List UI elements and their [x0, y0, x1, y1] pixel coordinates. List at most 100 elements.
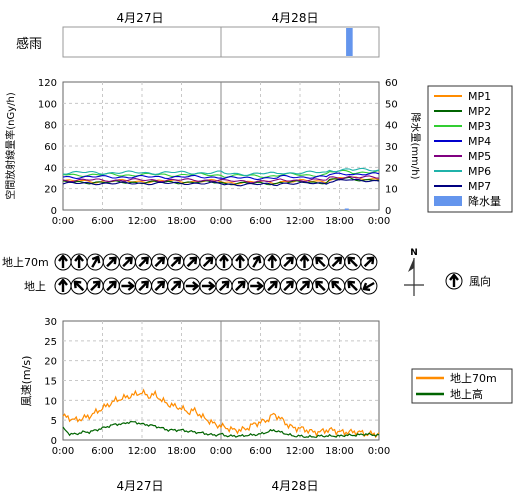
- wind-dir-arrowhead: [299, 254, 310, 268]
- wind-dir-arrow: [344, 277, 362, 295]
- wind-dir-arrow: [151, 253, 169, 271]
- wind-dir-arrow: [199, 277, 217, 295]
- legend-swatch: [434, 196, 462, 206]
- wind-dir-arrowhead: [122, 256, 133, 268]
- y2-tick-label: 20: [385, 163, 398, 174]
- y-tick-label: 5: [51, 416, 57, 427]
- wind-dir-arrow: [86, 277, 104, 295]
- wind-dir-arrowhead: [201, 281, 216, 291]
- precip-bar: [344, 208, 349, 210]
- legend-label: MP2: [468, 105, 491, 118]
- y-tick-label: 30: [44, 317, 57, 328]
- wind-dir-arrowhead: [315, 280, 326, 292]
- wind-dir-arrowhead: [347, 280, 358, 292]
- wind-y-axis-label: 風速(m/s): [20, 356, 33, 407]
- dose-rate-chart: 0 20 40 60 80 100 120 0 10 20 30 40 50 60 0:00 6:00 12…: [4, 78, 422, 227]
- wind-series-line: [62, 420, 380, 439]
- x-tick-label: 0:00: [210, 216, 232, 227]
- y-tick-label: 100: [38, 99, 57, 110]
- wind-dir-arrow: [231, 253, 249, 271]
- y-tick-label: 0: [51, 206, 57, 217]
- y-tick-label: 10: [44, 396, 57, 407]
- wind-dir-arrowhead: [331, 256, 343, 268]
- wind-dir-arrowhead: [121, 281, 135, 291]
- wind-dir-ground-row: [54, 277, 378, 295]
- dose-series-line: [62, 175, 380, 184]
- x-tick-label: 12:00: [128, 446, 157, 457]
- wind-dir-arrow: [344, 253, 362, 271]
- wind-dir-arrowhead: [283, 256, 294, 268]
- wind-dir-arrow: [70, 253, 88, 271]
- wind-dir-arrow: [183, 253, 201, 271]
- wind-dir-arrow: [54, 253, 72, 271]
- y-tick-label: 20: [44, 357, 57, 368]
- x-tick-label: 6:00: [249, 446, 271, 457]
- legend-label: MP1: [468, 90, 491, 103]
- wind-dir-arrow: [296, 253, 313, 271]
- wind-dir-arrowhead: [138, 256, 149, 268]
- dose-series-group: [62, 167, 380, 210]
- y-tick-label: 20: [44, 185, 57, 196]
- wind-series-group: [62, 388, 380, 439]
- y-tick-label: 0: [51, 436, 57, 447]
- wind-legend-items: 地上70m 地上高: [416, 372, 497, 401]
- wind-dir-70m-row: [54, 253, 378, 271]
- y-tick-label: 25: [44, 337, 57, 348]
- wind-dir-arrow: [360, 253, 378, 271]
- wind-dir-arrowhead: [58, 278, 68, 292]
- wind-dir-arrowhead: [170, 256, 182, 268]
- dose-series-line: [62, 169, 380, 179]
- x-tick-label: 0:00: [210, 446, 232, 457]
- bottom-date-label: 4月28日: [272, 479, 319, 493]
- x-tick-label: 18:00: [325, 216, 354, 227]
- wind-dir-arrowhead: [185, 281, 200, 291]
- wind-dir-arrow: [215, 277, 233, 295]
- wind-dir-legend-label: 風向: [469, 274, 491, 288]
- wind-dir-arrowhead: [154, 280, 166, 292]
- wind-dir-arrowhead: [58, 254, 68, 268]
- wind-dir-arrow: [215, 253, 233, 271]
- dose-series-line: [62, 178, 380, 187]
- x-tick-label: 18:00: [167, 216, 196, 227]
- compass-icon: N: [404, 248, 424, 296]
- wind-dir-arrowhead: [299, 280, 310, 292]
- top-date-label: 4月28日: [272, 11, 319, 25]
- wind-dir-arrow: [118, 253, 136, 271]
- wind-dir-arrowhead: [362, 281, 375, 292]
- y-tick-label: 120: [38, 78, 57, 89]
- wind-grid: [63, 321, 379, 440]
- dose-y-ticks: 0 20 40 60 80 100 120: [38, 78, 57, 217]
- wind-dir-arrowhead: [347, 256, 358, 268]
- wind-dir-arrow: [279, 253, 297, 271]
- x-tick-label: 0:00: [52, 216, 74, 227]
- wind-legend: [411, 368, 513, 404]
- legend-label: MP4: [468, 135, 491, 148]
- y-tick-label: 40: [44, 163, 57, 174]
- wind-x-ticks: 0:00 6:00 12:00 18:00 0:00 6:00 12:00 18:00 0:00: [52, 446, 390, 457]
- wind-dir-arrowhead: [283, 280, 294, 292]
- wind-dir-row-label: 地上70m: [2, 256, 49, 269]
- wind-dir-arrow: [360, 277, 378, 295]
- wind-dir-arrowhead: [250, 281, 264, 291]
- wind-dir-arrowhead: [218, 280, 230, 292]
- wind-dir-arrow: [296, 277, 313, 295]
- wind-dir-arrowhead: [267, 254, 278, 268]
- y2-tick-label: 50: [385, 99, 398, 110]
- wind-dir-arrow: [312, 253, 330, 271]
- wind-dir-arrowhead: [186, 256, 198, 268]
- wind-dir-arrowhead: [91, 255, 101, 268]
- wind-dir-arrow: [247, 277, 265, 295]
- wind-dir-arrowhead: [73, 280, 85, 292]
- y2-tick-label: 30: [385, 142, 398, 153]
- wind-dir-arrowhead: [235, 254, 246, 268]
- rain-event-bar: [346, 28, 353, 56]
- y2-tick-label: 40: [385, 121, 398, 132]
- wind-y-ticks: 0 5 10 15 20 25 30: [44, 317, 57, 447]
- y-tick-label: 80: [44, 121, 57, 132]
- wind-dir-arrow: [183, 277, 201, 295]
- y2-tick-label: 60: [385, 78, 398, 89]
- wind-dir-arrow: [167, 277, 185, 295]
- precip-y-ticks: 0 10 20 30 40 50 60: [385, 78, 398, 217]
